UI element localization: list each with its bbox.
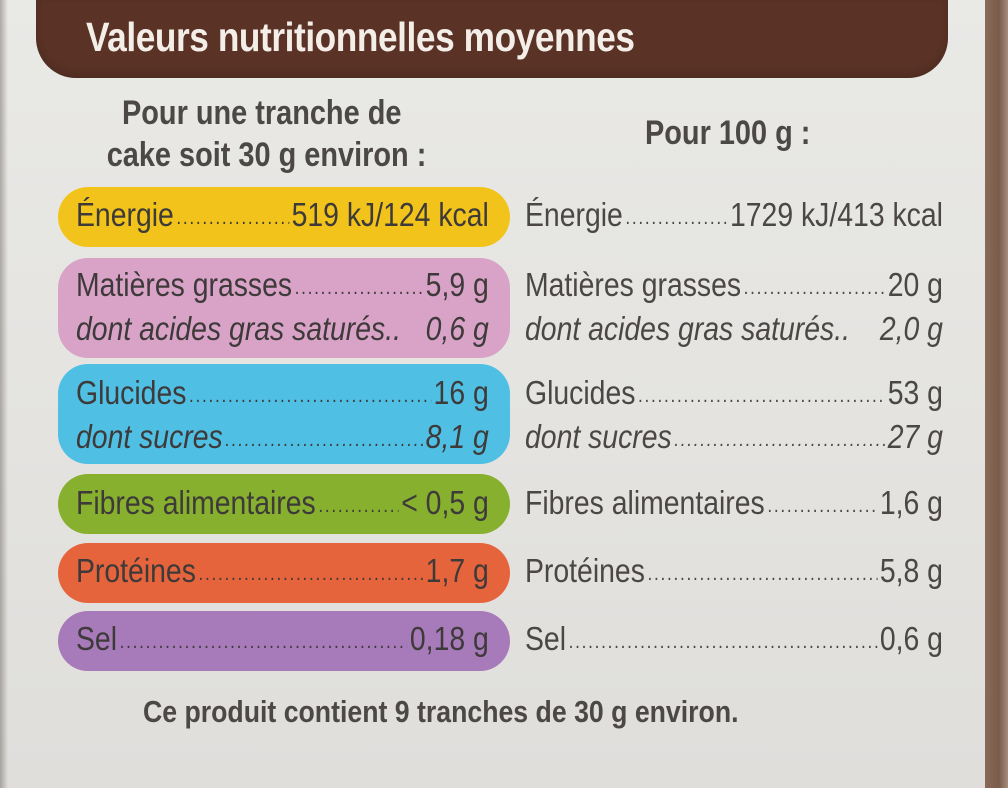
label-protein-100g: Protéines (525, 552, 645, 589)
label-salt: Sel (76, 620, 118, 657)
row-salt-100g: Sel ....................................… (525, 620, 943, 657)
protein-band (58, 543, 510, 603)
value-carbs-slice: 16 g (433, 374, 489, 411)
energy-band (58, 187, 510, 247)
nutrition-label: Valeurs nutritionnelles moyennes Pour un… (0, 0, 985, 788)
row-carbs-slice: Glucides ...............................… (76, 374, 489, 411)
label-energy: Énergie (76, 196, 174, 233)
row-protein-100g: Protéines ..............................… (525, 552, 943, 589)
fiber-band (58, 474, 510, 534)
label-sugars-100g: dont sucres (525, 418, 672, 455)
value-salt-slice: 0,18 g (409, 620, 489, 657)
value-energy-100g: 1729 kJ/413 kcal (729, 196, 943, 233)
row-sugars-slice: dont sucres ............................… (76, 418, 489, 455)
label-carbs-100g: Glucides (525, 374, 636, 411)
label-fats: Matières grasses (76, 266, 293, 303)
package-edge (985, 0, 1008, 788)
label-saturated-100g: dont acides gras saturés.. (525, 310, 850, 347)
value-fats-slice: 5,9 g (425, 266, 489, 303)
value-carbs-100g: 53 g (887, 374, 943, 411)
value-fats-100g: 20 g (887, 266, 943, 303)
row-fiber-slice: Fibres alimentaires .................. <… (76, 484, 489, 521)
row-fiber-100g: Fibres alimentaires .................. 1… (525, 484, 943, 521)
label-saturated: dont acides gras saturés.. (76, 310, 401, 347)
row-fats-slice: Matières grasses .......................… (76, 266, 489, 303)
label-fats-100g: Matières grasses (525, 266, 742, 303)
value-saturated-slice: 0,6 g (425, 310, 489, 347)
value-sugars-100g: 27 g (887, 418, 943, 455)
row-protein-slice: Protéines ..............................… (76, 552, 489, 589)
label-protein: Protéines (76, 552, 196, 589)
title: Valeurs nutritionnelles moyennes (86, 14, 635, 60)
value-salt-100g: 0,6 g (879, 620, 943, 657)
header-per-slice-line2: cake soit 30 g environ : (106, 136, 427, 174)
value-energy-slice: 519 kJ/124 kcal (291, 196, 489, 233)
row-sugars-100g: dont sucres ............................… (525, 418, 943, 455)
value-protein-100g: 5,8 g (879, 552, 943, 589)
row-saturated-100g: dont acides gras saturés.. 2,0 g (525, 310, 943, 348)
row-carbs-100g: Glucides ...............................… (525, 374, 943, 411)
fats-band (58, 258, 510, 358)
value-fiber-100g: 1,6 g (879, 484, 943, 521)
value-sugars-slice: 8,1 g (425, 418, 489, 455)
row-salt-slice: Sel ....................................… (76, 620, 489, 657)
value-saturated-100g: 2,0 g (879, 310, 943, 347)
label-energy-100g: Énergie (525, 196, 623, 233)
row-energy-100g: Énergie ................................… (525, 196, 943, 233)
value-fiber-slice: < 0,5 g (401, 484, 489, 521)
header-per-100g: Pour 100 g : (645, 114, 811, 152)
title-banner: Valeurs nutritionnelles moyennes (36, 0, 948, 78)
salt-band (58, 611, 510, 671)
shadow (0, 0, 8, 788)
label-salt-100g: Sel (525, 620, 567, 657)
header-per-slice: Pour une tranche de cake soit 30 g envir… (107, 92, 427, 176)
header-per-slice-line1: Pour une tranche de (122, 94, 402, 132)
label-carbs: Glucides (76, 374, 187, 411)
label-fiber: Fibres alimentaires (76, 484, 316, 521)
footer-note: Ce produit contient 9 tranches de 30 g e… (143, 694, 739, 729)
value-protein-slice: 1,7 g (425, 552, 489, 589)
row-energy-slice: Énergie ................................… (76, 196, 489, 233)
label-sugars: dont sucres (76, 418, 223, 455)
carbs-band (58, 364, 510, 464)
row-saturated-slice: dont acides gras saturés.. 0,6 g (76, 310, 489, 348)
label-fiber-100g: Fibres alimentaires (525, 484, 765, 521)
row-fats-100g: Matières grasses .......................… (525, 266, 943, 303)
